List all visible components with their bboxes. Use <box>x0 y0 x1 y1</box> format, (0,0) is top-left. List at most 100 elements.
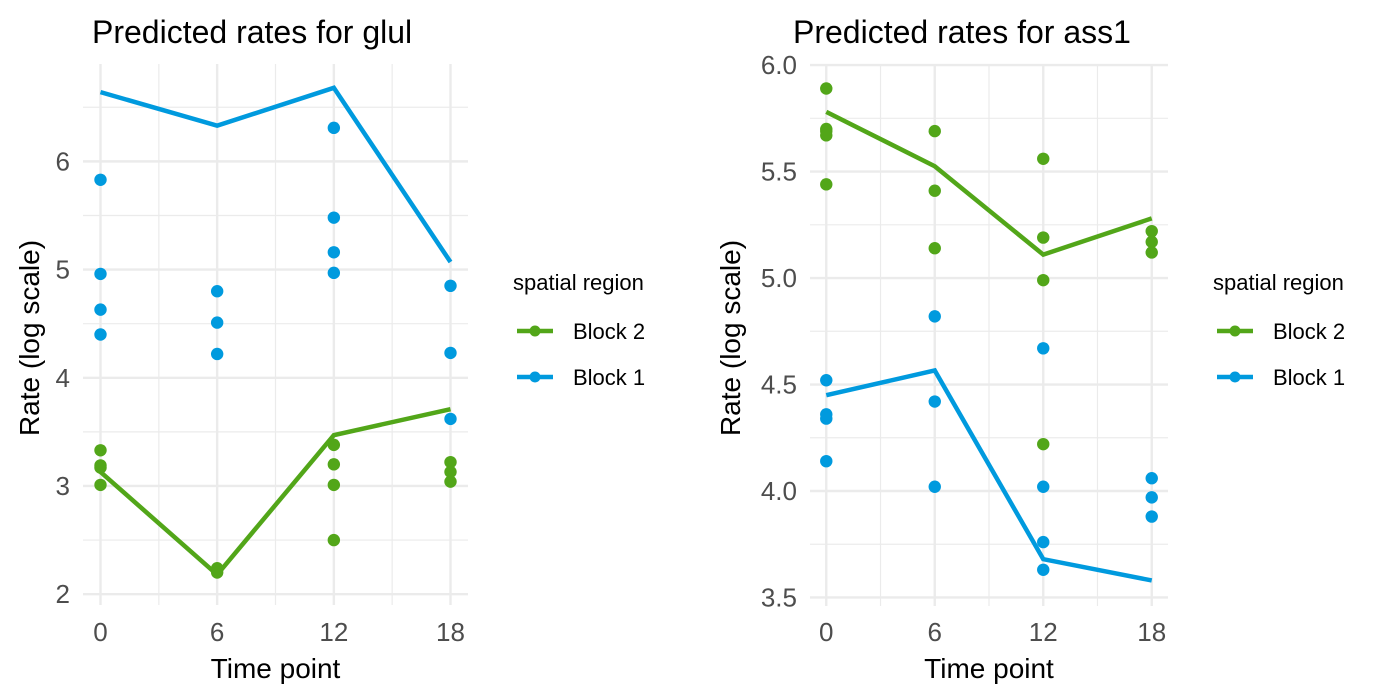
data-point-block-2 <box>444 475 457 488</box>
data-point-block-2 <box>327 533 341 547</box>
data-point-block-2 <box>1037 152 1050 165</box>
x-tick-labels: 0 6 12 18 <box>93 617 465 647</box>
x-axis-title: Time point <box>211 653 341 684</box>
data-point-block-2 <box>210 566 224 579</box>
legend-key-dot-block-2 <box>1229 325 1241 337</box>
x-tick-label: 6 <box>210 617 224 647</box>
y-tick-label: 4.5 <box>761 370 797 400</box>
series-lines <box>825 109 1153 583</box>
data-point-block-2 <box>327 438 341 452</box>
x-tick-labels: 0 6 12 18 <box>819 617 1166 647</box>
x-axis-title: Time point <box>924 653 1054 684</box>
legend-item-block-2: Block 2 <box>1217 319 1345 344</box>
y-tick-label: 6 <box>56 146 70 176</box>
y-tick-labels: 2 3 4 5 6 <box>56 146 70 609</box>
data-point-block-2 <box>94 461 107 474</box>
data-point-block-1 <box>1145 491 1158 504</box>
data-point-block-1 <box>327 211 341 224</box>
data-point-block-2 <box>1145 224 1158 238</box>
legend-item-block-1: Block 1 <box>517 365 645 390</box>
data-point-block-1 <box>94 328 107 341</box>
data-point-block-1 <box>327 246 341 259</box>
data-point-block-1 <box>928 310 941 323</box>
data-point-block-2 <box>820 129 833 142</box>
series-line-block-2 <box>825 109 1153 258</box>
y-tick-label: 6.0 <box>761 50 797 80</box>
series-points <box>94 121 457 579</box>
data-point-block-1 <box>1037 342 1050 355</box>
legend-item-block-2: Block 2 <box>517 319 645 344</box>
data-point-block-2 <box>928 242 941 255</box>
legend-item-block-1: Block 1 <box>1217 365 1345 390</box>
data-point-block-2 <box>94 478 107 492</box>
data-point-block-1 <box>94 267 107 281</box>
gridlines <box>83 64 468 605</box>
y-tick-label: 2 <box>56 579 70 609</box>
data-point-block-2 <box>928 184 941 197</box>
data-point-block-1 <box>444 279 457 293</box>
data-point-block-2 <box>1037 273 1050 287</box>
data-point-block-1 <box>444 346 457 360</box>
y-tick-label: 5.5 <box>761 157 797 187</box>
y-tick-label: 5 <box>56 255 70 285</box>
data-point-block-2 <box>327 458 341 471</box>
data-point-block-1 <box>327 121 341 135</box>
legend-label-block-1: Block 1 <box>1273 365 1345 390</box>
data-point-block-2 <box>444 465 457 479</box>
data-point-block-1 <box>94 173 107 186</box>
series-line-block-1 <box>99 85 453 264</box>
series-lines <box>99 85 453 578</box>
legend: spatial region Block 2 Block 1 <box>1213 270 1345 390</box>
data-point-block-2 <box>94 444 107 457</box>
data-point-block-2 <box>1037 231 1050 244</box>
gridlines <box>810 63 1168 606</box>
data-point-block-2 <box>1145 235 1158 249</box>
y-tick-labels: 3.5 4.0 4.5 5.0 5.5 6.0 <box>761 50 797 612</box>
chart-glul: Predicted rates for glul 2 3 4 5 6 0 6 12 18 Ti… <box>14 14 645 684</box>
legend: spatial region Block 2 Block 1 <box>513 270 645 390</box>
data-point-block-2 <box>444 455 457 469</box>
y-axis-title: Rate (log scale) <box>715 240 746 436</box>
data-point-block-1 <box>1037 535 1050 549</box>
data-point-block-1 <box>820 412 833 425</box>
legend-label-block-1: Block 1 <box>573 365 645 390</box>
data-point-block-1 <box>210 347 224 361</box>
x-tick-label: 18 <box>1137 617 1166 647</box>
data-point-block-1 <box>444 412 457 426</box>
data-point-block-1 <box>327 266 341 280</box>
legend-label-block-2: Block 2 <box>573 319 645 344</box>
legend-title: spatial region <box>513 270 644 295</box>
legend-key-dot-block-2 <box>529 325 541 337</box>
x-tick-label: 12 <box>319 617 348 647</box>
data-point-block-2 <box>327 478 341 492</box>
data-point-block-1 <box>820 374 833 387</box>
series-line-block-2 <box>99 406 451 578</box>
y-tick-label: 4.0 <box>761 476 797 506</box>
data-point-block-1 <box>820 454 833 468</box>
legend-key-dot-block-1 <box>529 371 541 383</box>
data-point-block-1 <box>1037 563 1050 576</box>
data-point-block-2 <box>1037 437 1050 451</box>
y-tick-label: 4 <box>56 363 70 393</box>
data-point-block-1 <box>928 395 941 408</box>
series-points <box>820 82 1158 576</box>
series-line-block-1 <box>825 367 1153 583</box>
legend-title: spatial region <box>1213 270 1344 295</box>
data-point-block-2 <box>820 82 833 95</box>
y-tick-label: 3 <box>56 471 70 501</box>
x-tick-label: 18 <box>436 617 465 647</box>
legend-label-block-2: Block 2 <box>1273 319 1345 344</box>
data-point-block-1 <box>1145 472 1158 485</box>
data-point-block-2 <box>1145 246 1158 259</box>
data-point-block-1 <box>928 480 941 493</box>
y-tick-label: 5.0 <box>761 263 797 293</box>
data-point-block-1 <box>1145 510 1158 523</box>
x-tick-label: 12 <box>1029 617 1058 647</box>
y-tick-label: 3.5 <box>761 582 797 612</box>
data-point-block-2 <box>928 124 941 138</box>
data-point-block-2 <box>820 178 833 191</box>
data-point-block-1 <box>94 303 107 316</box>
x-tick-label: 6 <box>928 617 942 647</box>
chart-ass1: Predicted rates for ass1 3.5 4.0 4.5 5.0 5.5… <box>715 14 1345 684</box>
x-tick-label: 0 <box>93 617 107 647</box>
